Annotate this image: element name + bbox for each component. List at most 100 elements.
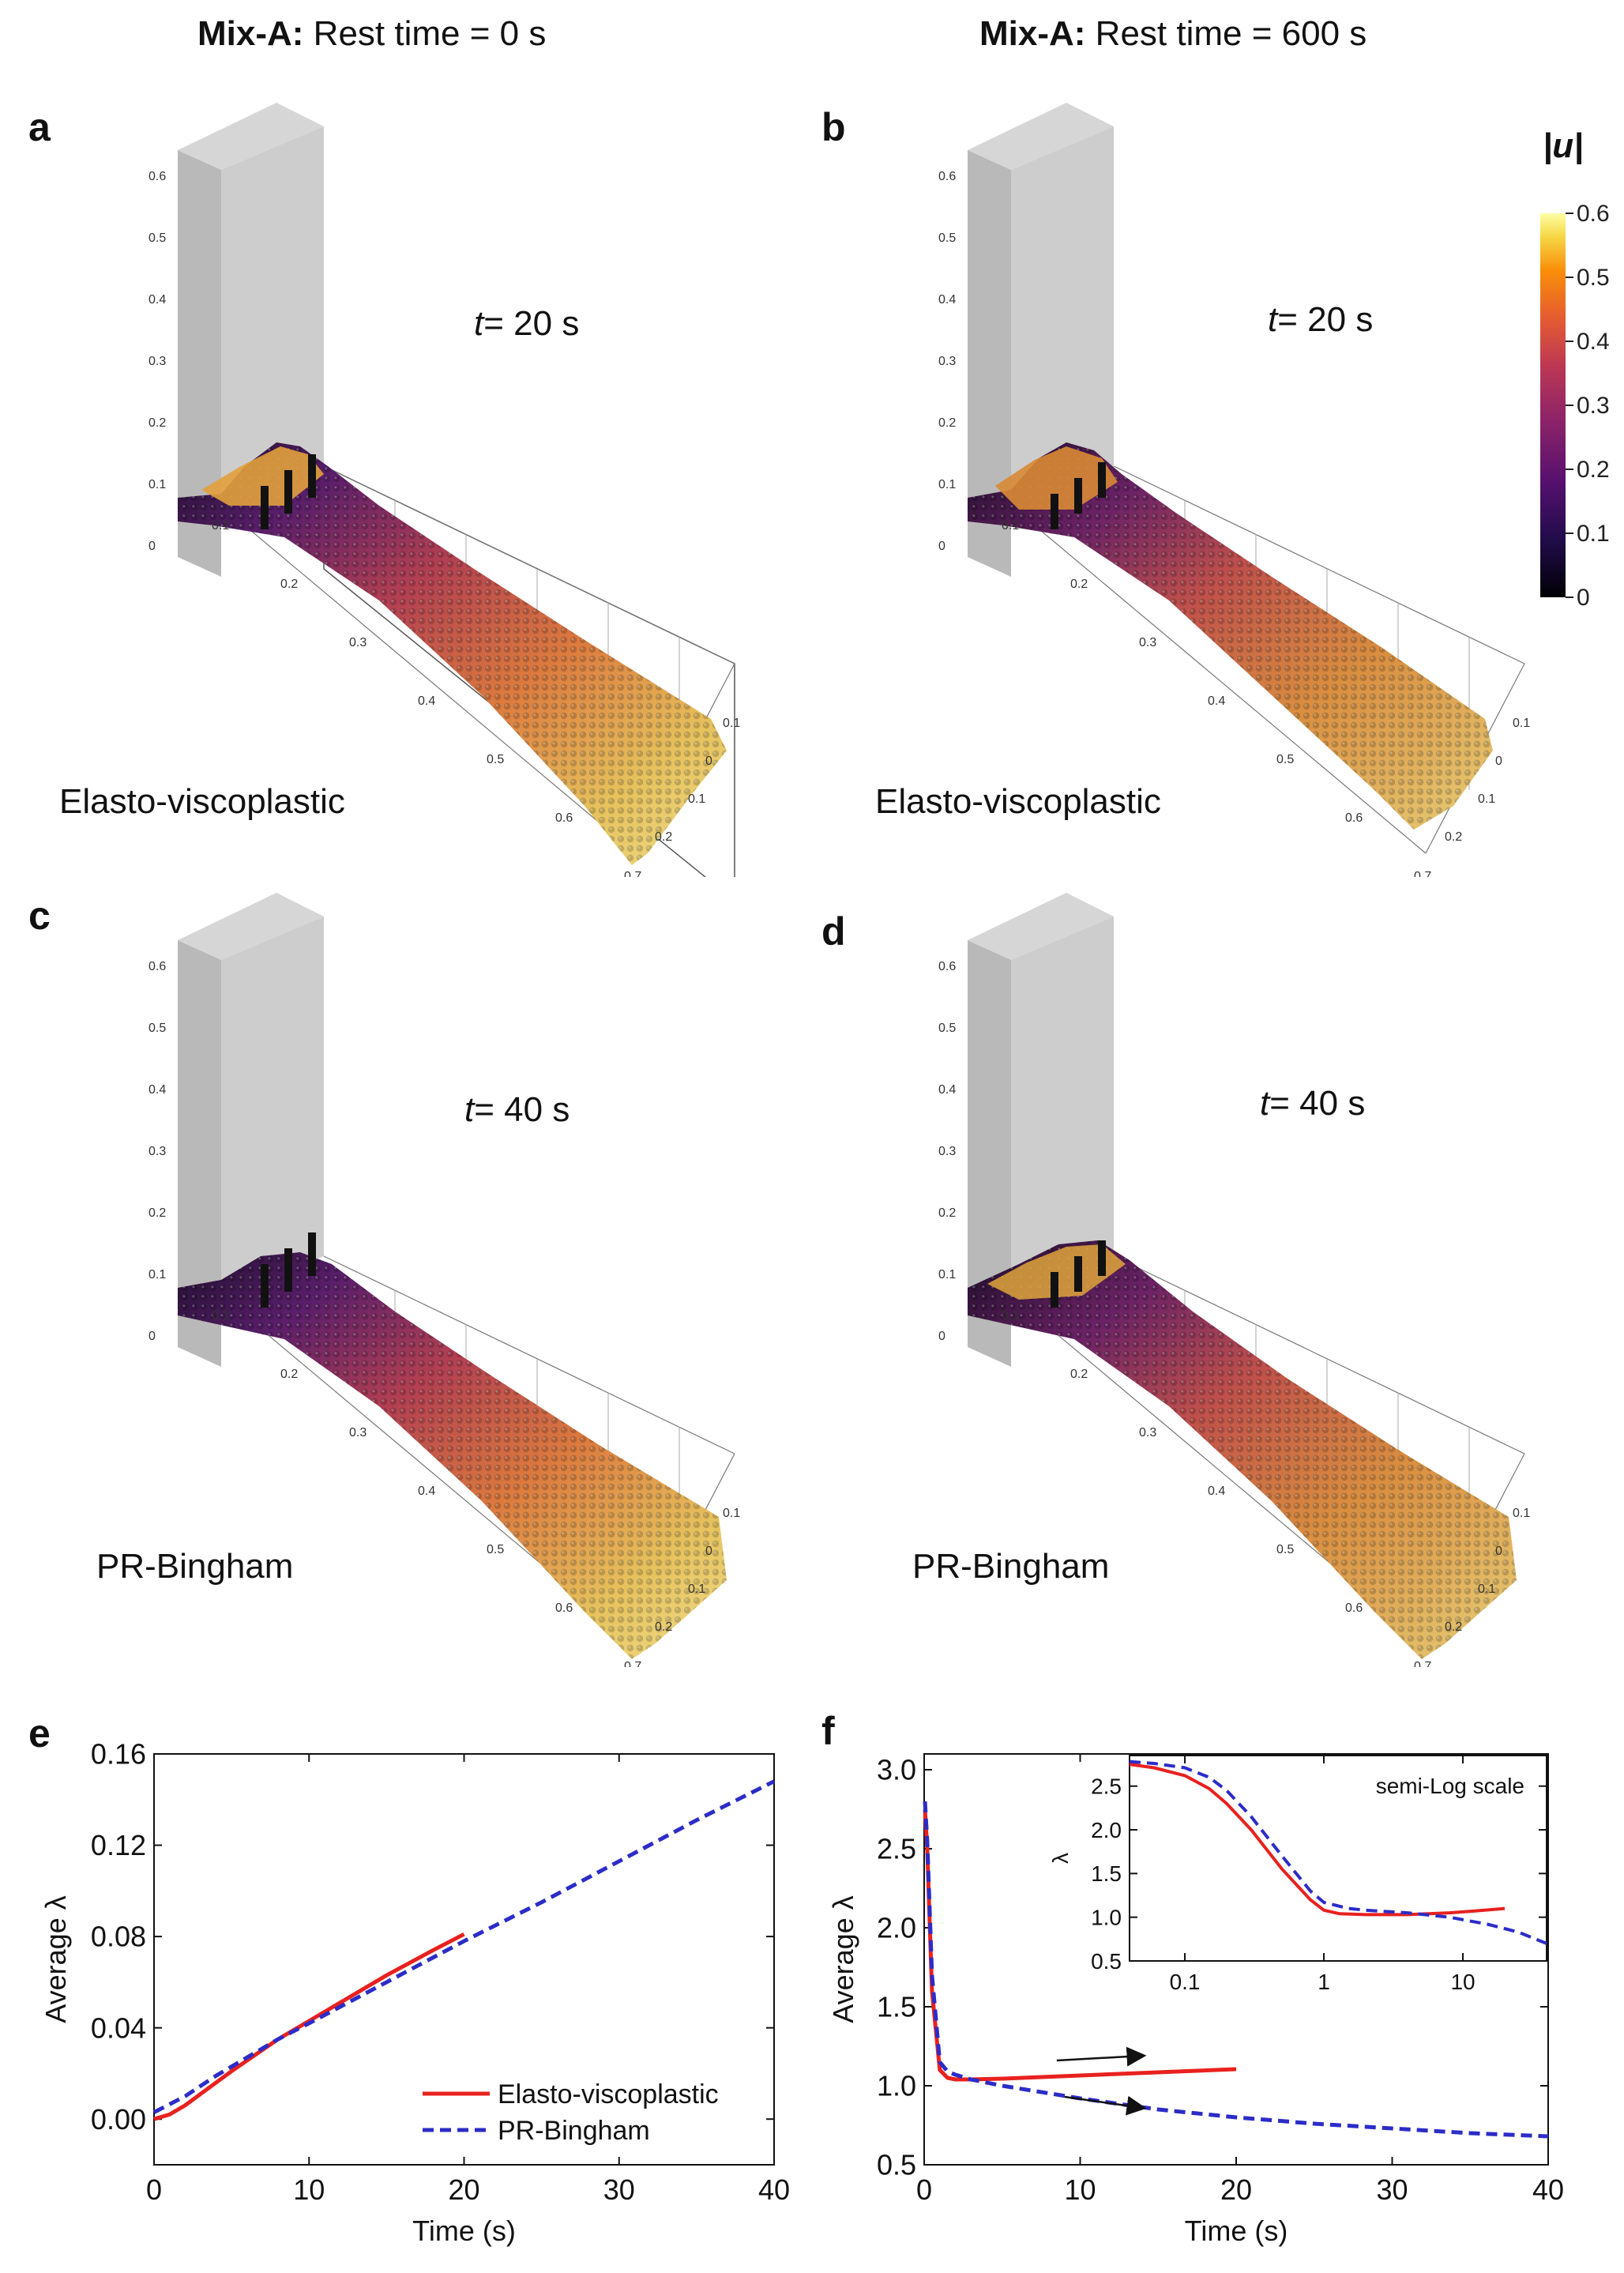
length-tick-d-5: 0.6 — [1345, 1601, 1363, 1615]
length-tick-b-5: 0.6 — [1345, 811, 1363, 825]
column-title-right: Mix-A: Rest time = 600 s — [979, 14, 1366, 54]
length-tick-b-3: 0.4 — [1208, 694, 1225, 708]
colorbar-tick-1: 0.5 — [1577, 265, 1610, 291]
chart-f-ytick-label-4: 2.5 — [877, 1833, 916, 1865]
length-tick-c-1: 0.2 — [280, 1368, 298, 1381]
length-axis-ticks-a: 0.1 0.2 0.3 0.4 0.5 0.6 0.7 — [212, 519, 641, 877]
length-tick-b-0: 0.1 — [1002, 519, 1019, 532]
width-tick-c-3: 0.2 — [655, 1620, 672, 1634]
chart-f-inset-xtick-label-0: 0.1 — [1170, 1970, 1201, 1994]
length-axis-ticks-d: 0.1 0.2 0.3 0.4 0.5 0.6 0.7 — [1002, 1309, 1431, 1667]
time-label-b: t= 20 s — [1268, 300, 1373, 340]
vertical-tick-a-4: 0.2 — [148, 416, 166, 430]
vertical-tick-a-3: 0.3 — [148, 355, 166, 368]
chart-e-ytick-label-4: 0.16 — [91, 1738, 146, 1771]
obstacle-posts-d — [1051, 1240, 1106, 1308]
length-tick-b-1: 0.2 — [1070, 578, 1088, 591]
colorbar-tick-5: 0.1 — [1577, 521, 1610, 547]
model-label-c: PR-Bingham — [96, 1547, 294, 1586]
time-label-a: t= 20 s — [474, 304, 579, 344]
length-tick-b-6: 0.7 — [1414, 870, 1431, 877]
vertical-tick-c-6: 0 — [148, 1330, 156, 1343]
length-tick-d-3: 0.4 — [1208, 1485, 1225, 1498]
vertical-axis-ticks-b: 0.6 0.5 0.4 0.3 0.2 0.1 0 — [938, 170, 956, 553]
length-tick-d-6: 0.7 — [1414, 1660, 1431, 1667]
vertical-tick-c-2: 0.4 — [148, 1083, 166, 1097]
width-tick-b-2: 0.1 — [1478, 792, 1495, 806]
colorbar-tick-6: 0 — [1577, 585, 1590, 611]
panel-letter-f: f — [821, 1709, 835, 1753]
chart-f-ytick-label-0: 0.5 — [877, 2149, 916, 2181]
scene-box-d — [968, 893, 1525, 1644]
chart-f-ytick-label-3: 2.0 — [877, 1912, 916, 1944]
colorbar-tick-4: 0.2 — [1577, 457, 1610, 483]
chart-f-inset-ytick-label-0: 0.5 — [1091, 1949, 1122, 1974]
colorbar: 0.6 0.5 0.4 0.3 0.2 0.1 0 — [1540, 201, 1610, 611]
vertical-tick-d-3: 0.3 — [938, 1145, 956, 1158]
time-symbol-d: t — [1260, 1084, 1270, 1123]
width-axis-ticks-c: 0.1 0 0.1 0.2 — [655, 1507, 740, 1634]
length-tick-d-4: 0.5 — [1276, 1543, 1294, 1556]
vertical-tick-d-0: 0.6 — [938, 960, 956, 973]
length-axis-ticks-c: 0.1 0.2 0.3 0.4 0.5 0.6 0.7 — [212, 1309, 641, 1667]
vertical-tick-d-5: 0.1 — [938, 1268, 956, 1281]
length-tick-a-5: 0.6 — [555, 811, 573, 825]
chart-e-ytick-label-1: 0.04 — [91, 2011, 146, 2044]
chart-f-inset-xtick-label-1: 1 — [1318, 1970, 1330, 1994]
length-tick-c-3: 0.4 — [418, 1485, 435, 1498]
obstacle-posts-b — [1051, 462, 1106, 529]
time-value-c: = 40 s — [474, 1090, 570, 1129]
vertical-tick-a-5: 0.1 — [148, 478, 166, 491]
width-axis-ticks-d: 0.1 0 0.1 0.2 — [1445, 1507, 1530, 1634]
chart-f-ytick-label-2: 1.5 — [877, 1991, 916, 2023]
width-tick-b-0: 0.1 — [1513, 717, 1530, 730]
scene-panel-d: 0.60.50.40.30.20.10 0.10.20.30.40.50.60.… — [938, 893, 1530, 1667]
length-tick-a-0: 0.1 — [212, 519, 229, 532]
panel-letter-b: b — [821, 105, 846, 149]
vertical-tick-b-1: 0.5 — [938, 231, 956, 245]
chart-e-series-1-line — [152, 1779, 776, 2114]
model-label-b: Elasto-viscoplastic — [875, 782, 1161, 821]
colorbar-tick-0: 0.6 — [1577, 201, 1610, 227]
length-tick-c-5: 0.6 — [555, 1601, 573, 1615]
column-title-left: Mix-A: Rest time = 0 s — [197, 14, 546, 54]
length-tick-a-2: 0.3 — [349, 636, 367, 649]
length-tick-c-0: 0.1 — [212, 1309, 229, 1323]
chart-f-xtick-label-0: 0 — [916, 2173, 932, 2206]
width-tick-c-0: 0.1 — [723, 1507, 740, 1520]
vertical-tick-d-2: 0.4 — [938, 1083, 956, 1097]
chart-f-arrow-lower — [1064, 2095, 1147, 2116]
time-label-c: t= 40 s — [464, 1090, 570, 1130]
length-tick-d-0: 0.1 — [1002, 1309, 1019, 1323]
width-axis-ticks-b: 0.1 0 0.1 0.2 — [1445, 717, 1530, 844]
chart-e-ylabel: Average λ — [39, 1895, 72, 2023]
chart-e-xtick-label-0: 0 — [146, 2173, 162, 2206]
vertical-tick-a-2: 0.4 — [148, 293, 166, 307]
time-symbol-a: t — [474, 304, 484, 343]
chart-f-inset-ytick-label-2: 1.5 — [1091, 1861, 1122, 1886]
length-tick-c-2: 0.3 — [349, 1426, 367, 1439]
chart-e-xtick-label-3: 30 — [603, 2173, 635, 2206]
chart-e-series-0-line — [153, 1932, 465, 2121]
vertical-tick-c-3: 0.3 — [148, 1145, 166, 1158]
colorbar-ticks: 0.6 0.5 0.4 0.3 0.2 0.1 0 — [1566, 201, 1610, 611]
vertical-tick-b-4: 0.2 — [938, 416, 956, 430]
length-tick-d-1: 0.2 — [1070, 1368, 1088, 1381]
chart-f-inset-ytick-label-4: 2.5 — [1091, 1774, 1122, 1799]
chart-e-xtick-label-1: 10 — [293, 2173, 325, 2206]
vertical-axis-ticks-a: 0.6 0.5 0.4 0.3 0.2 0.1 0 — [148, 170, 166, 553]
vertical-tick-c-0: 0.6 — [148, 960, 166, 973]
scene-box-b — [968, 103, 1525, 854]
column-title-right-bold: Mix-A: — [979, 14, 1086, 53]
time-value-b: = 20 s — [1277, 300, 1374, 339]
width-tick-d-0: 0.1 — [1513, 1507, 1530, 1520]
length-tick-c-4: 0.5 — [487, 1543, 504, 1556]
chart-f-arrow-upper — [1056, 2046, 1147, 2067]
scene-panel-a: 0.60.50.40.30.20.10 0.10.20.30.40.50.60.… — [148, 103, 740, 877]
chart-f-xlabel: Time (s) — [1185, 2215, 1288, 2247]
chart-e-legend-label-1: PR-Bingham — [498, 2116, 650, 2146]
chart-f-inset-ytick-label-1: 1.0 — [1091, 1905, 1122, 1929]
chart-f-ylabel: Average λ — [827, 1895, 859, 2023]
chart-e-ytick-label-3: 0.12 — [91, 1829, 146, 1861]
vertical-tick-b-3: 0.3 — [938, 355, 956, 368]
